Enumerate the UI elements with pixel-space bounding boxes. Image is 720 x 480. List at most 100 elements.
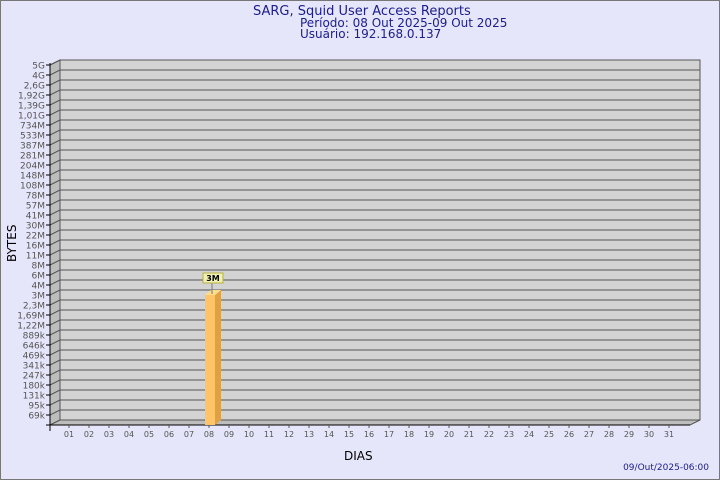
y-tick-label: 1,39G — [18, 102, 45, 112]
grid-line-side — [49, 239, 61, 246]
y-tick-label: 469k — [23, 352, 46, 362]
bar-side-08 — [215, 290, 221, 425]
y-tick-label: 131k — [23, 392, 46, 402]
x-tick-label: 01 — [64, 430, 74, 439]
y-tick-label: 734M — [20, 122, 45, 132]
grid-line-side — [49, 269, 61, 276]
x-tick-label: 08 — [204, 430, 214, 439]
y-tick-label: 22M — [26, 232, 45, 242]
x-tick-label: 10 — [244, 430, 254, 439]
y-tick-label: 108M — [20, 182, 45, 192]
y-tick-label: 1,69M — [17, 312, 45, 322]
data-label-08: 3M — [206, 274, 220, 283]
x-tick-label: 25 — [544, 430, 554, 439]
y-tick-label: 533M — [20, 132, 45, 142]
x-tick-label: 19 — [424, 430, 434, 439]
y-tick-label: 2,3M — [23, 302, 45, 312]
y-tick-label: 30M — [26, 222, 45, 232]
y-tick-label: 95k — [28, 402, 45, 412]
y-tick-label: 6M — [32, 272, 46, 282]
x-tick-label: 11 — [264, 430, 274, 439]
y-tick-label: 4M — [32, 282, 46, 292]
y-tick-label: 2,6G — [24, 82, 45, 92]
x-tick-label: 04 — [124, 430, 134, 439]
y-tick-label: 4G — [32, 72, 45, 82]
y-tick-label: 3M — [32, 292, 46, 302]
grid-line-side — [49, 389, 61, 396]
x-tick-label: 12 — [284, 430, 294, 439]
grid-line-side — [49, 129, 61, 136]
x-tick-label: 24 — [524, 430, 534, 439]
grid-line-side — [49, 199, 61, 206]
grid-line-side — [49, 159, 61, 166]
y-axis-label: BYTES — [5, 225, 19, 262]
grid-line-side — [49, 229, 61, 236]
grid-line-side — [49, 339, 61, 346]
grid-line-side — [49, 99, 61, 106]
x-tick-label: 14 — [324, 430, 334, 439]
grid-line-side — [49, 179, 61, 186]
x-tick-label: 23 — [504, 430, 514, 439]
x-tick-label: 09 — [224, 430, 234, 439]
x-tick-label: 28 — [604, 430, 614, 439]
x-tick-label: 17 — [384, 430, 394, 439]
y-tick-label: 247k — [23, 372, 46, 382]
x-tick-label: 07 — [184, 430, 194, 439]
x-tick-label: 16 — [364, 430, 374, 439]
grid-line-side — [49, 89, 61, 96]
grid-line-side — [49, 59, 61, 66]
grid-line-side — [49, 249, 61, 256]
y-tick-label: 889k — [23, 332, 46, 342]
grid-line-side — [49, 219, 61, 226]
grid-line-side — [49, 329, 61, 336]
y-tick-label: 8M — [32, 262, 46, 272]
grid-line-side — [49, 409, 61, 416]
chart-period: Período: 08 Out 2025-09 Out 2025 — [300, 16, 507, 30]
footer-timestamp: 09/Out/2025-06:00 — [623, 463, 709, 473]
y-tick-label: 387M — [20, 142, 45, 152]
grid-line-side — [49, 359, 61, 366]
grid-line-side — [49, 119, 61, 126]
y-tick-label: 646k — [23, 342, 46, 352]
y-tick-label: 41M — [26, 212, 45, 222]
grid-line-side — [49, 299, 61, 306]
x-axis-label: DIAS — [344, 449, 373, 463]
grid-line-side — [49, 369, 61, 376]
grid-line-side — [49, 109, 61, 116]
bar-08 — [205, 295, 215, 425]
x-tick-label: 31 — [664, 430, 674, 439]
x-tick-label: 05 — [144, 430, 154, 439]
grid-line-side — [49, 349, 61, 356]
grid-line-side — [49, 259, 61, 266]
y-tick-label: 180k — [23, 382, 46, 392]
grid-line-side — [49, 289, 61, 296]
bar-top-08 — [205, 290, 221, 295]
grid-line-side — [49, 279, 61, 286]
grid-line-side — [49, 79, 61, 86]
x-tick-label: 06 — [164, 430, 174, 439]
y-tick-label: 11M — [26, 252, 45, 262]
x-tick-label: 03 — [104, 430, 114, 439]
y-tick-label: 1,01G — [18, 112, 45, 122]
y-tick-label: 5G — [32, 62, 45, 72]
chart-title: SARG, Squid User Access Reports — [253, 4, 471, 19]
x-tick-label: 30 — [644, 430, 654, 439]
grid-line-side — [49, 139, 61, 146]
chart-user: Usuário: 192.168.0.137 — [300, 27, 441, 41]
x-tick-label: 15 — [344, 430, 354, 439]
y-tick-label: 16M — [26, 242, 45, 252]
x-tick-label: 21 — [464, 430, 474, 439]
grid-line-side — [49, 379, 61, 386]
grid-line-side — [49, 149, 61, 156]
y-tick-label: 281M — [20, 152, 45, 162]
x-tick-label: 29 — [624, 430, 634, 439]
y-tick-label: 78M — [26, 192, 45, 202]
grid-line-side — [49, 169, 61, 176]
y-tick-label: 341k — [23, 362, 46, 372]
x-tick-label: 22 — [484, 430, 494, 439]
y-tick-label: 204M — [20, 162, 45, 172]
y-tick-label: 148M — [20, 172, 45, 182]
x-tick-label: 18 — [404, 430, 414, 439]
y-tick-label: 1,22M — [17, 322, 45, 332]
x-tick-label: 02 — [84, 430, 94, 439]
